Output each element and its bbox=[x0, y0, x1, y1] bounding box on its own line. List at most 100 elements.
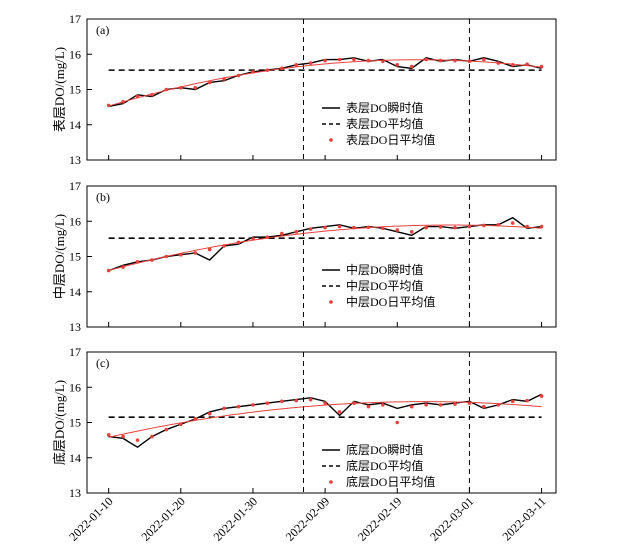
daily-mean-point bbox=[525, 398, 529, 403]
daily-mean-point bbox=[539, 224, 544, 229]
daily-mean-point bbox=[381, 403, 385, 407]
daily-mean-point bbox=[525, 62, 529, 66]
daily-mean-point bbox=[207, 80, 212, 85]
daily-mean-point bbox=[366, 225, 371, 230]
daily-mean-point bbox=[265, 68, 270, 72]
daily-mean-point bbox=[510, 399, 515, 404]
daily-mean-point bbox=[135, 94, 140, 99]
daily-mean-point bbox=[467, 224, 472, 229]
y-tick-label: 17 bbox=[69, 179, 81, 193]
daily-mean-point bbox=[496, 403, 501, 407]
y-tick-label: 16 bbox=[69, 380, 81, 394]
legend-label: 中层DO日平均值 bbox=[346, 294, 435, 309]
y-tick-label: 15 bbox=[69, 250, 81, 264]
daily-mean-point bbox=[424, 403, 428, 407]
panel-0: 13 14 15 16 17 表层DO/(mg/L) (a) 表层DO瞬时值表层DO平均值表层… bbox=[52, 12, 557, 167]
legend-label: 表层DO平均值 bbox=[346, 116, 423, 131]
legend-label: 底层DO日平均值 bbox=[346, 474, 435, 489]
y-tick-label: 13 bbox=[69, 153, 81, 167]
y-tick-label: 16 bbox=[69, 214, 81, 228]
daily-mean-point bbox=[510, 63, 515, 67]
panel-label: (b) bbox=[96, 190, 110, 204]
daily-mean-point bbox=[164, 254, 169, 259]
panel-label: (c) bbox=[96, 356, 109, 370]
daily-mean-point bbox=[251, 403, 255, 407]
legend-swatch-daily-mean bbox=[329, 300, 333, 304]
daily-mean-point bbox=[323, 225, 327, 230]
daily-mean-point bbox=[222, 77, 226, 81]
y-tick-label: 15 bbox=[69, 83, 81, 97]
legend-label: 中层DO平均值 bbox=[346, 278, 423, 293]
daily-mean-point bbox=[251, 70, 255, 74]
daily-mean-point bbox=[496, 61, 501, 65]
daily-mean-point bbox=[453, 58, 457, 63]
daily-mean-point bbox=[395, 63, 400, 67]
daily-mean-point bbox=[236, 240, 241, 245]
legend-label: 表层DO日平均值 bbox=[346, 132, 435, 147]
daily-mean-point bbox=[409, 404, 414, 409]
series-line-instant bbox=[108, 57, 542, 108]
daily-mean-point bbox=[381, 59, 385, 64]
x-tick-label: 2022-01-20 bbox=[138, 494, 187, 543]
daily-mean-point bbox=[323, 58, 327, 63]
legend-label: 底层DO瞬时值 bbox=[346, 442, 423, 457]
daily-mean-point bbox=[179, 422, 183, 427]
y-axis-label: 底层DO/(mg/L) bbox=[52, 380, 67, 465]
daily-mean-point bbox=[294, 63, 299, 67]
daily-mean-point bbox=[179, 252, 183, 257]
daily-mean-point bbox=[164, 427, 169, 432]
legend-swatch-daily-mean bbox=[329, 138, 333, 142]
daily-mean-point bbox=[496, 222, 501, 227]
daily-mean-point bbox=[207, 411, 212, 416]
daily-mean-point bbox=[135, 259, 140, 264]
legend-swatch-daily-mean bbox=[329, 480, 333, 484]
x-tick-label: 2022-03-01 bbox=[427, 494, 476, 543]
daily-mean-point bbox=[308, 227, 313, 231]
daily-mean-point bbox=[280, 66, 284, 71]
daily-mean-point bbox=[482, 404, 486, 409]
daily-mean-point bbox=[438, 225, 443, 229]
legend-label: 中层DO瞬时值 bbox=[346, 262, 423, 277]
x-tick-label: 2022-01-30 bbox=[211, 494, 260, 543]
daily-mean-point bbox=[337, 224, 342, 229]
y-axis-label: 中层DO/(mg/L) bbox=[52, 214, 67, 299]
daily-mean-point bbox=[121, 265, 125, 269]
daily-mean-point bbox=[366, 58, 371, 63]
daily-mean-point bbox=[294, 398, 299, 403]
daily-mean-point bbox=[453, 402, 457, 406]
y-tick-label: 14 bbox=[69, 451, 81, 465]
daily-mean-point bbox=[193, 251, 198, 255]
plot-frame bbox=[86, 18, 557, 161]
trend-fit-line bbox=[108, 401, 542, 438]
daily-mean-point bbox=[193, 417, 198, 421]
daily-mean-point bbox=[193, 85, 198, 90]
y-tick-label: 14 bbox=[69, 285, 81, 299]
daily-mean-point bbox=[409, 230, 414, 234]
daily-mean-point bbox=[395, 420, 400, 425]
y-tick-label: 15 bbox=[69, 416, 81, 430]
daily-mean-point bbox=[280, 231, 284, 236]
daily-mean-point bbox=[179, 85, 183, 90]
daily-mean-point bbox=[222, 406, 226, 411]
y-tick-label: 16 bbox=[69, 47, 81, 61]
y-axis-label: 表层DO/(mg/L) bbox=[52, 47, 67, 132]
panel-1: 13 14 15 16 17 中层DO/(mg/L) (b) 中层DO瞬时值中层DO平均值中层… bbox=[52, 179, 557, 334]
y-tick-label: 17 bbox=[69, 12, 81, 26]
daily-mean-point bbox=[323, 401, 327, 405]
daily-mean-point bbox=[453, 225, 457, 230]
daily-mean-point bbox=[294, 230, 299, 234]
daily-mean-point bbox=[539, 394, 544, 398]
daily-mean-point bbox=[352, 401, 356, 405]
y-tick-label: 13 bbox=[69, 320, 81, 334]
y-tick-label: 17 bbox=[69, 345, 81, 359]
daily-mean-point bbox=[337, 57, 342, 62]
daily-mean-point bbox=[308, 397, 313, 402]
y-tick-label: 14 bbox=[69, 118, 81, 132]
daily-mean-point bbox=[164, 87, 169, 92]
daily-mean-point bbox=[510, 221, 515, 225]
daily-mean-point bbox=[150, 434, 154, 439]
daily-mean-point bbox=[539, 64, 544, 69]
x-tick-label: 2022-02-19 bbox=[355, 494, 404, 543]
daily-mean-point bbox=[424, 57, 428, 62]
daily-mean-point bbox=[106, 103, 111, 108]
